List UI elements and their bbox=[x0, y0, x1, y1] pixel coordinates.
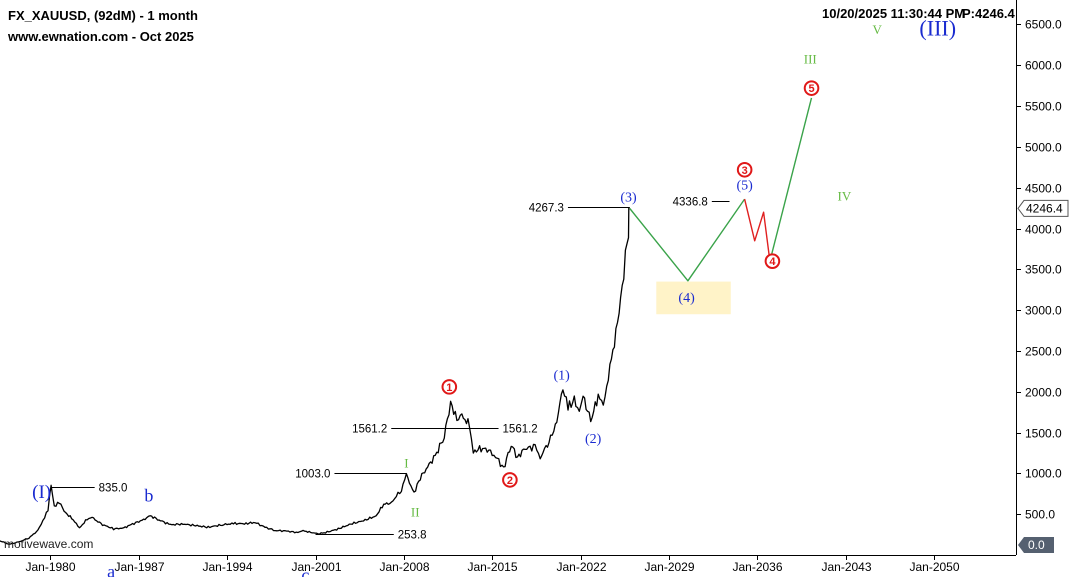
wave-label: c bbox=[301, 565, 309, 577]
wave-circle bbox=[803, 80, 820, 96]
target-zone-box bbox=[656, 281, 731, 315]
source-line: www.ewnation.com - Oct 2025 bbox=[7, 29, 194, 44]
wave-label: (4) bbox=[678, 291, 695, 306]
projection-green-line bbox=[629, 198, 746, 282]
y-tick-label: 6500.0 bbox=[1025, 18, 1062, 32]
wave-label: V bbox=[872, 22, 882, 37]
y-tick-label: 4000.0 bbox=[1025, 223, 1062, 237]
x-tick-label: Jan-1987 bbox=[114, 560, 164, 574]
level-label: 4336.8 bbox=[673, 197, 708, 209]
y-tick-label: 5000.0 bbox=[1025, 141, 1062, 155]
y-tick-label: 4500.0 bbox=[1025, 182, 1062, 196]
y-tick-label: 1500.0 bbox=[1025, 427, 1062, 441]
y-tick-label: 2000.0 bbox=[1025, 386, 1062, 400]
wave-label: I bbox=[404, 455, 408, 470]
price-readout: P:4246.4 bbox=[962, 6, 1016, 21]
wave-label: (I) bbox=[32, 482, 51, 503]
wave-label: a bbox=[107, 562, 115, 577]
wave-label: IV bbox=[837, 188, 851, 203]
x-tick-label: Jan-2022 bbox=[556, 560, 606, 574]
y-tick-label: 3000.0 bbox=[1025, 304, 1062, 318]
wave-label: 5 bbox=[808, 83, 814, 95]
price-levels-layer: 835.0 253.8 1003.0 1561.2 1561.2 4267.3 4336.8 bbox=[50, 197, 730, 542]
x-tick-label: Jan-2036 bbox=[732, 560, 782, 574]
x-tick-label: Jan-2015 bbox=[467, 560, 517, 574]
wave-circle bbox=[736, 161, 753, 178]
wave-label: (3) bbox=[620, 191, 637, 206]
wave-circle bbox=[441, 379, 458, 395]
watermark: motivewave.com bbox=[4, 537, 93, 551]
wave-label: (1) bbox=[553, 369, 570, 384]
series-layer bbox=[0, 97, 813, 545]
wave-label: 4 bbox=[769, 256, 776, 268]
wave-circle bbox=[502, 472, 518, 488]
wave-circle bbox=[764, 253, 781, 269]
wave-label: (2) bbox=[585, 432, 602, 447]
wave-label: II bbox=[411, 504, 420, 519]
price-line bbox=[0, 207, 630, 545]
timestamp: 10/20/2025 11:30:44 PM bbox=[822, 6, 965, 21]
wave-label: 1 bbox=[446, 382, 452, 394]
chart-title: FX_XAUUSD, (92dM) - 1 month bbox=[8, 8, 198, 23]
y-tick-label: 5500.0 bbox=[1025, 100, 1062, 114]
current-price-label: 4246.4 bbox=[1026, 201, 1063, 215]
level-label: 1561.2 bbox=[503, 424, 538, 436]
x-tick-label: Jan-2029 bbox=[644, 560, 694, 574]
current-price-tag bbox=[1017, 199, 1069, 217]
zero-tag bbox=[1018, 537, 1054, 553]
x-tick-label: Jan-2001 bbox=[291, 560, 341, 574]
wave-label: b bbox=[144, 486, 153, 506]
wave-label: (5) bbox=[736, 178, 753, 193]
y-tick-label: 500.0 bbox=[1025, 508, 1055, 522]
wave-label: (III) bbox=[919, 15, 956, 40]
x-tick-label: Jan-2008 bbox=[379, 560, 429, 574]
y-tick-label: 6000.0 bbox=[1025, 59, 1062, 73]
wave-label: 3 bbox=[742, 165, 748, 177]
projection-red-line bbox=[743, 198, 771, 262]
projection-green-line bbox=[769, 97, 813, 262]
y-tick-label: 2500.0 bbox=[1025, 345, 1062, 359]
x-tick-label: Jan-2043 bbox=[821, 560, 871, 574]
y-tick-label: 3500.0 bbox=[1025, 263, 1062, 277]
level-label: 253.8 bbox=[398, 530, 427, 542]
y-tick-label: 1000.0 bbox=[1025, 467, 1062, 481]
x-tick-label: Jan-1980 bbox=[25, 560, 75, 574]
wave-label: 2 bbox=[507, 475, 513, 487]
level-label: 1003.0 bbox=[295, 469, 330, 481]
level-label: 1561.2 bbox=[352, 424, 387, 436]
target-zone-layer bbox=[656, 281, 731, 315]
wave-label: III bbox=[804, 51, 817, 66]
x-tick-label: Jan-1994 bbox=[202, 560, 252, 574]
zero-label: 0.0 bbox=[1028, 538, 1045, 552]
x-tick-label: Jan-2050 bbox=[909, 560, 959, 574]
level-label: 835.0 bbox=[99, 483, 128, 495]
level-label: 4267.3 bbox=[529, 203, 564, 215]
